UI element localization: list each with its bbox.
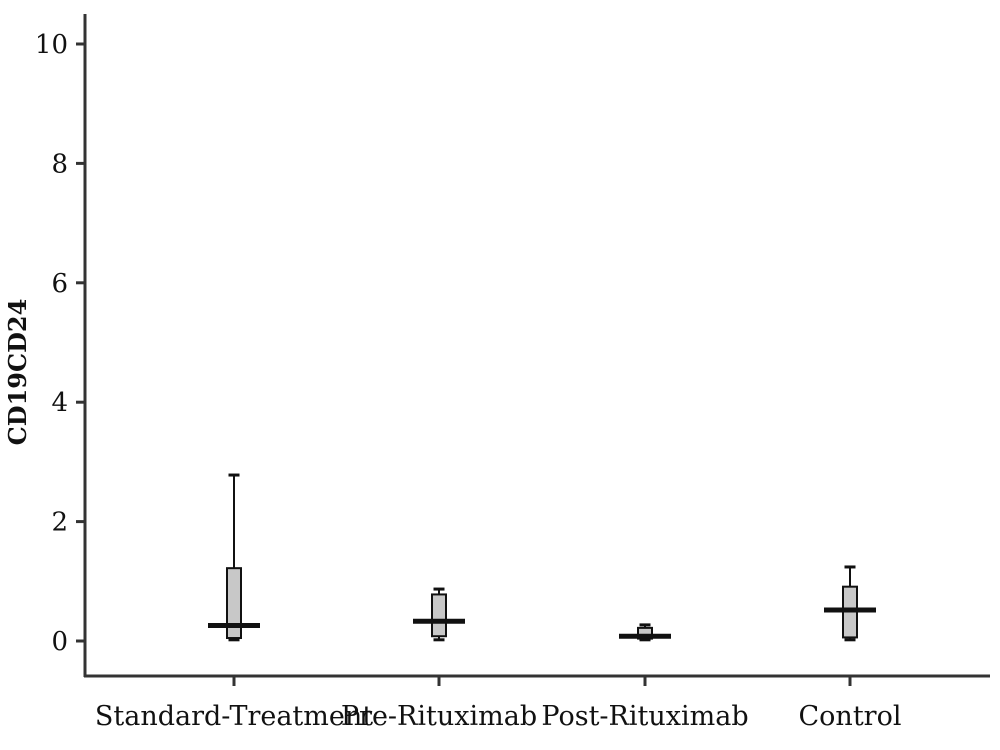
y-ticks: 0 2 4 6 8 10 <box>35 30 85 657</box>
x-category-label: Post-Rituximab <box>541 701 748 732</box>
box-post-rituximab <box>619 623 671 642</box>
y-tick-label: 10 <box>35 30 68 60</box>
y-tick-label: 8 <box>51 149 68 179</box>
x-category-label: Control <box>799 701 902 732</box>
y-tick-label: 0 <box>51 627 68 657</box>
x-category-label: Pre-Rituximab <box>341 701 537 732</box>
y-tick-label: 4 <box>51 388 68 418</box>
y-axis-title: CD19CD24 <box>3 299 32 446</box>
boxes <box>208 473 876 642</box>
y-tick-label: 2 <box>51 508 68 538</box>
box-pre-rituximab <box>413 587 465 642</box>
iqr-box <box>226 567 242 640</box>
x-category-label: Standard-Treatment <box>95 701 373 732</box>
axes <box>83 14 990 678</box>
y-tick-label: 6 <box>51 269 68 299</box>
iqr-box <box>431 593 447 638</box>
box-standard-treatment <box>208 473 260 642</box>
box-control <box>824 565 876 642</box>
